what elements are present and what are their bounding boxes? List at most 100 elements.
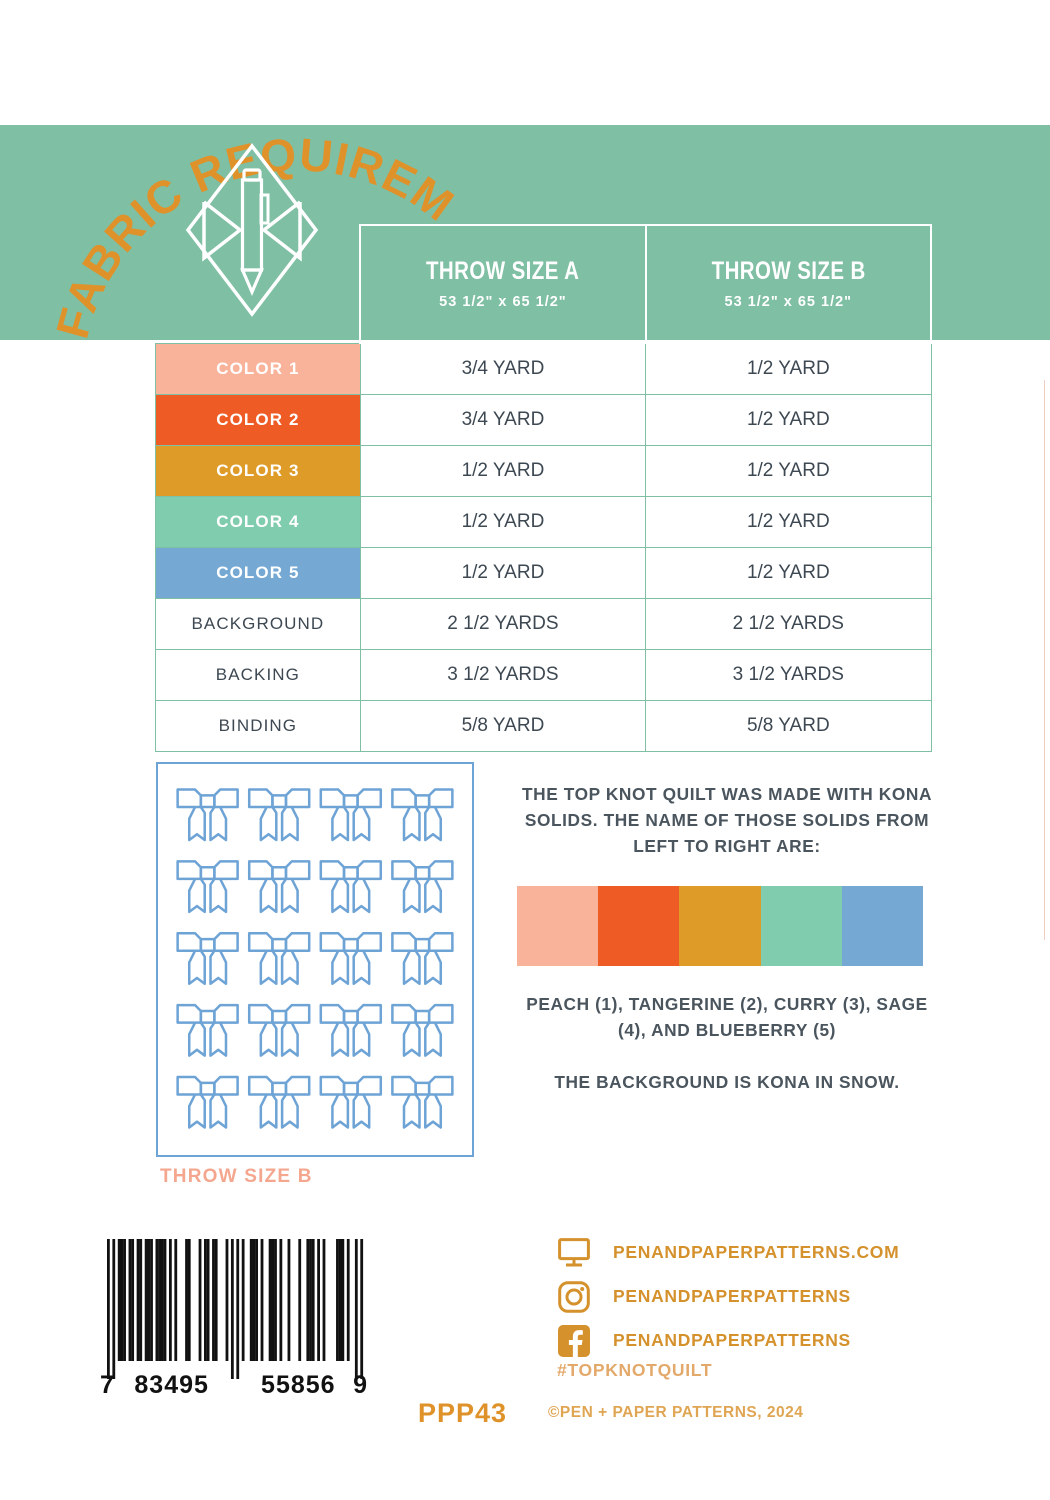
table-row: COLOR 4 1/2 YARD 1/2 YARD <box>155 495 932 548</box>
barcode-bar <box>198 1239 202 1361</box>
barcode-bar <box>174 1239 178 1361</box>
barcode-bar <box>225 1239 229 1361</box>
table-row: COLOR 3 1/2 YARD 1/2 YARD <box>155 444 932 497</box>
column-a-title: THROW SIZE A <box>426 256 580 285</box>
barcode-bar <box>306 1239 310 1361</box>
barcode-bar <box>139 1239 143 1361</box>
page-edge-line <box>1044 380 1045 940</box>
barcode-bar <box>260 1239 264 1361</box>
barcode-digits: 55856 <box>261 1371 336 1399</box>
facebook-handle: PENANDPAPERPATTERNS <box>613 1330 851 1350</box>
barcode-bar <box>144 1239 148 1361</box>
instagram-handle: PENANDPAPERPATTERNS <box>613 1286 851 1306</box>
barcode-bar <box>322 1239 326 1361</box>
barcode-bar <box>163 1239 167 1361</box>
color-swatch <box>598 885 680 966</box>
bow-motif <box>391 860 454 914</box>
barcode-bar <box>236 1239 240 1379</box>
bow-motif <box>176 860 239 914</box>
color-swatch <box>679 885 761 966</box>
barcode-bar <box>212 1239 215 1361</box>
barcode-bar <box>117 1239 121 1361</box>
copyright-notice: ©PEN + PAPER PATTERNS, 2024 <box>548 1404 804 1421</box>
barcode-bar <box>131 1239 135 1361</box>
barcode-bar <box>317 1239 320 1361</box>
bow-motif <box>247 788 311 842</box>
link-instagram[interactable]: PENANDPAPERPATTERNS <box>557 1276 957 1317</box>
bow-motif <box>247 932 311 986</box>
yardage-throw-a: 1/2 YARD <box>359 546 647 599</box>
yardage-throw-b: 1/2 YARD <box>645 546 932 599</box>
yardage-throw-a: 3/4 YARD <box>359 342 647 395</box>
bow-motif <box>176 1075 239 1129</box>
bow-motif <box>319 860 383 914</box>
color-swatch <box>517 885 599 966</box>
color-swatch <box>760 885 842 966</box>
table-row: COLOR 5 1/2 YARD 1/2 YARD <box>155 546 932 599</box>
row-label: COLOR 1 <box>155 342 361 395</box>
yardage-throw-b: 1/2 YARD <box>645 444 932 497</box>
pattern-code: PPP43 <box>418 1398 508 1428</box>
hashtag: #TOPKNOTQUILT <box>557 1360 713 1380</box>
barcode-bar <box>241 1239 245 1361</box>
bow-motif <box>319 788 383 842</box>
column-header-throw-a: THROW SIZE A 53 1/2" x 65 1/2" <box>359 224 647 344</box>
bow-motif <box>391 1003 454 1057</box>
yardage-throw-b: 2 1/2 YARDS <box>645 597 932 650</box>
row-label: COLOR 5 <box>155 546 361 599</box>
instagram-icon <box>557 1280 591 1314</box>
yardage-throw-a: 5/8 YARD <box>359 699 647 752</box>
barcode-bar <box>311 1239 315 1361</box>
bow-motif <box>247 860 311 914</box>
yardage-throw-b: 5/8 YARD <box>645 699 932 752</box>
barcode-bar <box>120 1239 124 1361</box>
quilt-layout-diagram <box>156 762 474 1157</box>
barcode-bar <box>187 1239 191 1361</box>
barcode-digits: 83495 <box>134 1371 209 1399</box>
barcode-bar <box>155 1239 159 1361</box>
row-label: COLOR 4 <box>155 495 361 548</box>
table-row: BINDING 5/8 YARD 5/8 YARD <box>155 699 932 752</box>
table-row: BACKGROUND 2 1/2 YARDS 2 1/2 YARDS <box>155 597 932 650</box>
link-facebook[interactable]: PENANDPAPERPATTERNS <box>557 1320 957 1361</box>
barcode-bar <box>309 1239 312 1361</box>
color-swatch-strip <box>517 885 924 966</box>
table-header-row: THROW SIZE A 53 1/2" x 65 1/2" THROW SIZ… <box>156 224 933 344</box>
yardage-throw-b: 1/2 YARD <box>645 342 932 395</box>
barcode-bar <box>274 1239 277 1361</box>
yardage-throw-a: 1/2 YARD <box>359 495 647 548</box>
barcode-bar <box>136 1239 140 1361</box>
barcode-digits: 9 <box>353 1371 368 1399</box>
yardage-throw-a: 3 1/2 YARDS <box>359 648 647 701</box>
bow-motif <box>391 788 454 842</box>
barcode-bar <box>123 1239 126 1361</box>
bow-motif <box>391 932 454 986</box>
table-row: COLOR 2 3/4 YARD 1/2 YARD <box>155 393 932 446</box>
barcode-digits: 7 <box>100 1371 115 1399</box>
barcode-bar <box>168 1239 172 1361</box>
barcode-bar <box>128 1239 132 1361</box>
column-a-dimensions: 53 1/2" x 65 1/2" <box>439 294 567 311</box>
bow-motif <box>391 1075 454 1129</box>
yardage-throw-b: 1/2 YARD <box>645 393 932 446</box>
barcode-bar <box>214 1239 218 1361</box>
column-header-throw-b: THROW SIZE B 53 1/2" x 65 1/2" <box>644 224 933 344</box>
barcode-bar <box>268 1239 272 1361</box>
background-fabric-note: THE BACKGROUND IS KONA IN SNOW. <box>554 1071 900 1092</box>
kona-color-names: PEACH (1), TANGERINE (2), CURRY (3), SAG… <box>526 993 928 1040</box>
website-url: PENANDPAPERPATTERNS.COM <box>613 1242 900 1262</box>
upc-barcode: 7 83495 55856 9 <box>100 1235 370 1400</box>
barcode-bar <box>338 1239 342 1361</box>
barcode-bar <box>298 1239 302 1361</box>
barcode-bar <box>112 1239 116 1379</box>
barcode-bar <box>336 1239 339 1361</box>
column-b-title: THROW SIZE B <box>711 256 866 285</box>
bow-motif <box>319 1075 383 1129</box>
table-row: COLOR 1 3/4 YARD 1/2 YARD <box>155 342 932 395</box>
barcode-bar <box>287 1239 291 1361</box>
barcode-bar <box>147 1239 151 1361</box>
link-website[interactable]: PENANDPAPERPATTERNS.COM <box>557 1232 957 1273</box>
table-body: COLOR 1 3/4 YARD 1/2 YARD COLOR 2 3/4 YARD 1/… <box>155 342 932 752</box>
yardage-throw-a: 1/2 YARD <box>359 444 647 497</box>
